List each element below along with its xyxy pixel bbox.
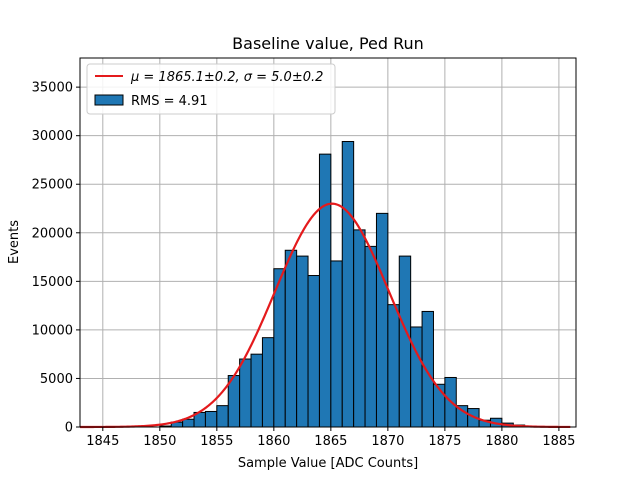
histogram-bars [159, 141, 526, 428]
legend-box [86, 63, 336, 115]
y-tick-label: 5000 [40, 372, 73, 387]
histogram-bar [421, 310, 434, 428]
histogram-bar [318, 153, 332, 428]
x-axis-label: Sample Value [ADC Counts] [238, 456, 418, 471]
histogram-bar [330, 260, 343, 428]
legend: μ = 1865.1±0.2, σ = 5.0±0.2 RMS = 4.91 [86, 63, 336, 115]
histogram-bar [353, 229, 366, 428]
histogram-bar [387, 304, 400, 428]
histogram-bar [398, 255, 412, 428]
y-tick-label: 15000 [32, 275, 73, 290]
x-tick-label: 1850 [143, 434, 176, 449]
histogram-bar [182, 418, 195, 428]
y-tick-label: 35000 [32, 81, 73, 96]
x-tick-label: 1880 [485, 434, 518, 449]
x-tick-label: 1865 [314, 434, 347, 449]
histogram-bar [364, 245, 377, 428]
histogram-bar [261, 337, 275, 428]
histogram-bar [296, 255, 309, 428]
y-tick-label: 0 [65, 421, 73, 436]
histogram-bar [307, 275, 320, 428]
x-tick-label: 1845 [86, 434, 119, 449]
histogram-bar [204, 410, 218, 428]
x-tick-label: 1855 [200, 434, 233, 449]
fit-curve [80, 202, 571, 429]
histogram-bar [341, 141, 355, 428]
y-tick-label: 10000 [32, 323, 73, 338]
axis-ticks: 1845 1850 1855 1860 1865 1870 1875 1880 1885 0 500… [32, 81, 576, 449]
x-tick-label: 1875 [428, 434, 461, 449]
histogram-bar [375, 212, 389, 428]
histogram-bar [216, 405, 229, 428]
histogram-bar [250, 353, 263, 428]
plot-frame [79, 57, 577, 428]
histogram-bar [284, 249, 298, 428]
histogram-bar [239, 358, 252, 428]
gaussian-fit-line [80, 202, 571, 429]
y-tick-label: 25000 [32, 178, 73, 193]
legend-hist-swatch [94, 94, 124, 106]
chart-title: Baseline value, Ped Run [232, 34, 424, 53]
legend-fit-label: μ = 1865.1±0.2, σ = 5.0±0.2 [130, 70, 323, 85]
legend-hist-label: RMS = 4.91 [131, 94, 208, 109]
x-tick-label: 1860 [257, 434, 290, 449]
histogram-bar [432, 383, 446, 428]
x-tick-label: 1885 [542, 434, 575, 449]
y-axis-label: Events [7, 220, 22, 264]
y-tick-label: 20000 [32, 226, 73, 241]
y-tick-label: 30000 [32, 129, 73, 144]
x-tick-label: 1870 [371, 434, 404, 449]
